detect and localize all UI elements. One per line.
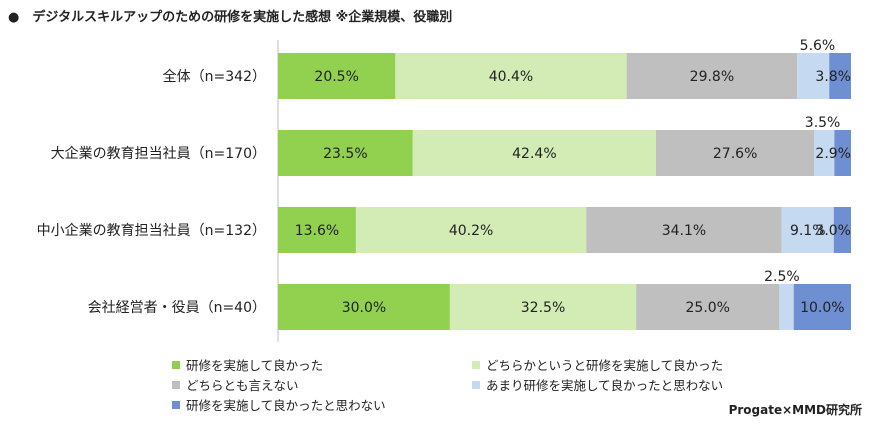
source-credit: Progate×MMD研究所 — [728, 403, 862, 417]
bar-segment-0-1 — [395, 53, 627, 99]
legend-swatch-2 — [172, 380, 180, 389]
bar-segment-2-3 — [781, 207, 834, 253]
bar-segment-2-4 — [833, 207, 851, 253]
bar-segment-1-2 — [655, 130, 815, 176]
data-label-1-2: 27.6% — [713, 146, 757, 162]
data-label-3-1: 32.5% — [521, 300, 565, 316]
data-label-2-3: 9.1% — [790, 223, 826, 239]
bar-segment-3-4 — [793, 284, 851, 330]
bar-segment-1-3 — [814, 130, 835, 176]
bar-segment-0-0 — [278, 53, 396, 99]
bar-segment-3-3 — [779, 284, 794, 330]
data-label-0-3: 5.6% — [800, 38, 836, 54]
bar-segment-3-0 — [278, 284, 450, 330]
legend-swatch-4 — [172, 400, 180, 409]
category-label-1: 大企業の教育担当社員（n=170） — [51, 145, 266, 162]
bar-segment-0-4 — [829, 53, 851, 99]
legend-label-3: あまり研修を実施して良かったと思わない — [486, 378, 724, 393]
chart-title: ● デジタルスキルアップのための研修を実施した感想 ※企業規模、役職別 — [8, 10, 453, 25]
bar-segment-0-3 — [797, 53, 830, 99]
data-label-3-3: 2.5% — [764, 269, 800, 285]
legend-swatch-0 — [172, 360, 180, 369]
bar-segment-0-2 — [626, 53, 798, 99]
legend-item-4: 研修を実施して良かったと思わない — [172, 395, 386, 414]
bar-segment-2-0 — [278, 207, 356, 253]
category-label-3: 会社経営者・役員（n=40） — [88, 300, 266, 316]
data-label-1-4: 2.9% — [815, 146, 851, 162]
data-label-1-1: 42.4% — [512, 146, 556, 162]
data-label-3-2: 25.0% — [686, 300, 730, 316]
data-label-3-0: 30.0% — [342, 300, 386, 316]
bar-segment-1-0 — [278, 130, 413, 176]
legend-swatch-1 — [472, 360, 480, 369]
bar-segment-2-2 — [586, 207, 782, 253]
data-label-0-1: 40.4% — [489, 69, 533, 85]
bar-segment-2-1 — [355, 207, 587, 253]
legend-label-2: どちらとも言えない — [186, 378, 299, 393]
data-label-1-0: 23.5% — [323, 146, 367, 162]
legend-label-0: 研修を実施して良かった — [186, 358, 324, 373]
legend-item-2: どちらとも言えない — [172, 375, 299, 394]
data-label-2-2: 34.1% — [662, 223, 706, 239]
category-label-0: 全体（n=342） — [163, 68, 266, 85]
data-label-0-0: 20.5% — [314, 69, 358, 85]
data-label-3-4: 10.0% — [800, 300, 844, 316]
legend-item-0: 研修を実施して良かった — [172, 355, 323, 374]
legend-item-3: あまり研修を実施して良かったと思わない — [472, 375, 723, 394]
data-label-2-0: 13.6% — [295, 223, 339, 239]
legend-item-1: どちらかというと研修を実施して良かった — [472, 355, 723, 374]
bar-segment-1-4 — [834, 130, 851, 176]
bar-segment-1-1 — [412, 130, 656, 176]
legend-swatch-3 — [472, 380, 480, 389]
bar-segment-3-1 — [449, 284, 637, 330]
bar-segment-3-2 — [636, 284, 780, 330]
data-label-2-4: 3.0% — [815, 223, 851, 239]
legend-label-1: どちらかというと研修を実施して良かった — [486, 358, 724, 373]
data-label-2-1: 40.2% — [449, 223, 493, 239]
stacked-bar-chart: 全体（n=342） 20.5% 40.4% 29.8% 5.6% 3.8% 大企業の教育担当… — [37, 38, 851, 342]
data-label-1-3: 3.5% — [805, 115, 841, 131]
category-label-2: 中小企業の教育担当社員（n=132） — [37, 222, 266, 239]
data-label-0-2: 29.8% — [690, 69, 734, 85]
legend-label-4: 研修を実施して良かったと思わない — [186, 398, 386, 413]
data-label-0-4: 3.8% — [815, 69, 851, 85]
